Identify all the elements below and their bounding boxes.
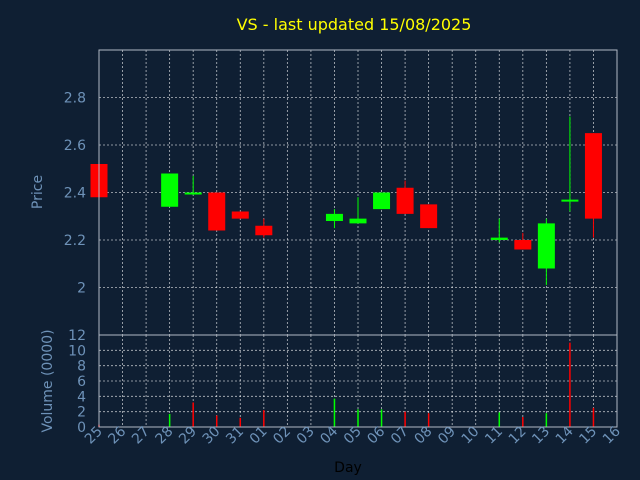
volume-bar	[569, 342, 571, 427]
volume-bar	[168, 413, 171, 427]
candle-body	[208, 192, 226, 231]
volume-bar	[522, 417, 524, 427]
volume-axis-label: Volume (0000)	[40, 329, 56, 432]
candle-body	[255, 225, 273, 236]
candle-body	[161, 173, 179, 207]
candle-body	[184, 192, 202, 195]
volume-bar	[263, 410, 265, 427]
volume-bar	[427, 413, 430, 427]
volume-bar	[404, 411, 406, 427]
price-y-tick-labels: 2 2.2 2.4 2.6 2.8	[64, 91, 86, 297]
candle-body	[537, 223, 555, 269]
chart-title: VS - last updated 15/08/2025	[237, 15, 472, 34]
candle-body	[396, 187, 414, 214]
candle-body	[420, 204, 438, 229]
price-y-tick-label: 2.2	[64, 233, 86, 249]
price-y-tick-label: 2	[77, 281, 86, 297]
volume-y-tick-label: 0	[77, 420, 86, 436]
x-axis-label: Day	[334, 460, 362, 476]
volume-bar	[239, 417, 242, 427]
volume-bar	[192, 402, 194, 427]
volume-bars	[98, 342, 595, 427]
candle-body	[325, 213, 343, 221]
candle-body	[490, 237, 508, 240]
price-y-tick-label: 2.6	[64, 138, 86, 154]
price-candles	[90, 116, 602, 286]
x-tick-labels: 25 26 27 28 29 30 31 01 02 03 04 05 06 07 08 09 10 11 12 13…	[82, 423, 624, 447]
volume-y-tick-label: 8	[77, 359, 86, 375]
price-axis-label: Price	[30, 175, 46, 209]
volume-y-tick-label: 6	[77, 374, 86, 390]
volume-y-tick-label: 12	[68, 328, 86, 344]
candle-body	[584, 133, 602, 219]
candle-body	[373, 192, 391, 210]
candle-body	[349, 218, 367, 224]
volume-bar	[592, 407, 595, 427]
volume-y-tick-label: 2	[77, 405, 86, 421]
volume-bar	[357, 409, 359, 427]
candle-body	[514, 240, 532, 250]
volume-bar	[380, 409, 383, 427]
volume-bar	[498, 412, 501, 427]
volume-bar	[215, 415, 218, 427]
volume-y-tick-label: 10	[68, 343, 86, 359]
candle-body	[231, 211, 249, 219]
candle-body	[561, 199, 579, 202]
volume-bar	[333, 398, 336, 427]
price-panel: 2 2.2 2.4 2.6 2.8 Price	[30, 49, 618, 336]
volume-y-tick-label: 4	[77, 389, 86, 405]
volume-plot-border	[98, 334, 618, 428]
price-y-tick-label: 2.4	[64, 186, 86, 202]
volume-bar	[545, 413, 548, 427]
price-y-tick-label: 2.8	[64, 91, 86, 107]
price-gridlines	[98, 50, 618, 335]
